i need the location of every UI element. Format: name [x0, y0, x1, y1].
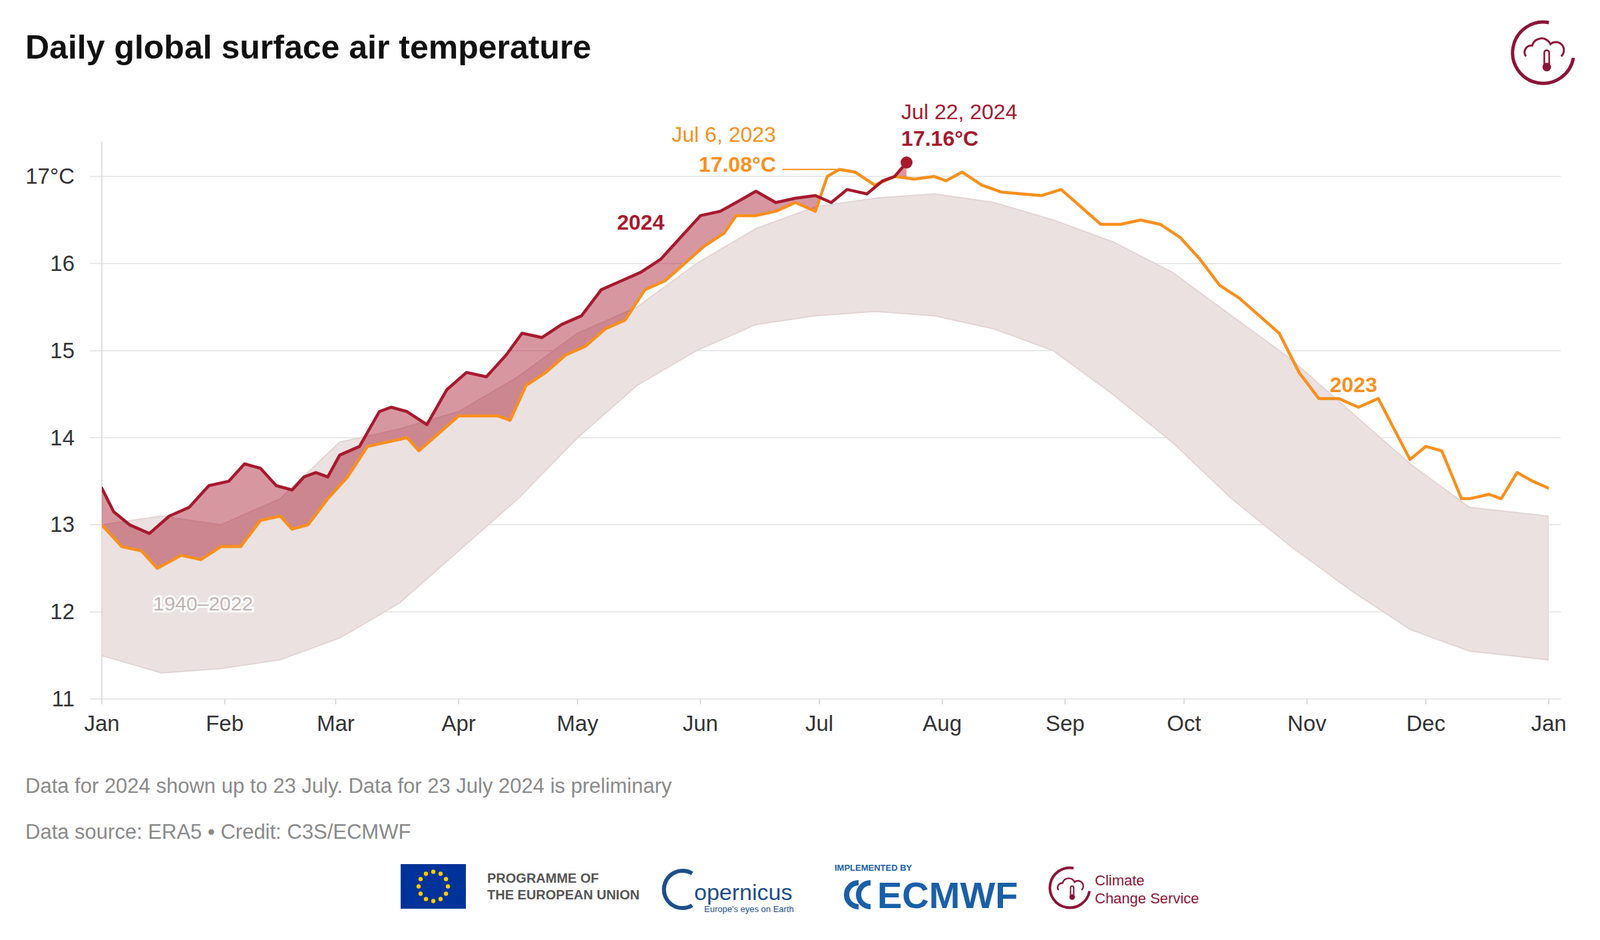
x-tick	[941, 698, 944, 705]
logo-text: Change Service	[1094, 889, 1200, 907]
x-tick-label: Jan	[1530, 710, 1567, 736]
copernicus-mark	[664, 870, 693, 908]
annotation-dot	[900, 156, 913, 169]
logo-text: IMPLEMENTED BY	[834, 862, 913, 873]
annotation-leader	[782, 169, 837, 171]
x-tick-label: Oct	[1166, 710, 1201, 736]
icon-bulb	[1542, 62, 1552, 72]
y-tick-label: 11	[51, 686, 75, 711]
x-tick-label: Dec	[1406, 710, 1446, 736]
series-label: 2023	[1329, 372, 1378, 397]
icon-arc	[1512, 21, 1574, 84]
grid-line	[89, 175, 1561, 178]
y-tick-label: 13	[49, 511, 75, 537]
grid-line	[89, 350, 1561, 352]
logo-text: PROGRAMME OF	[487, 870, 600, 886]
x-tick	[700, 698, 702, 705]
footnote: Data source: ERA5 • Credit: C3S/ECMWF	[25, 819, 411, 844]
y-tick-label: 14	[49, 425, 75, 450]
series-label: 1940–2022	[153, 592, 253, 615]
eu-star	[431, 869, 436, 874]
x-tick-label: Nov	[1287, 710, 1327, 736]
chart: Daily global surface air temperature 11 12…	[0, 0, 1600, 940]
c3s-icon	[1512, 21, 1574, 84]
c3s-icon	[1049, 867, 1090, 908]
y-tick-label: 12	[49, 599, 75, 624]
eu-star	[423, 896, 428, 901]
title: Daily global surface air temperature	[25, 28, 592, 66]
x-tick-label: Jul	[805, 710, 834, 736]
ecmwf-mark	[858, 882, 871, 907]
x-tick	[224, 698, 226, 705]
x-tick	[577, 698, 579, 705]
x-tick-label: Jun	[682, 710, 719, 736]
logo-text: Climate	[1094, 871, 1145, 889]
eu-star	[423, 871, 428, 876]
page: {"chart_data": { "type": "line", "title"…	[0, 0, 1600, 940]
x-tick	[1306, 698, 1308, 705]
x-tick	[335, 698, 337, 705]
x-tick-label: Mar	[316, 710, 355, 736]
series-line	[101, 162, 907, 534]
x-tick	[457, 698, 460, 705]
eu-star	[443, 876, 448, 881]
x-tick	[1183, 698, 1185, 705]
eu-star	[445, 883, 450, 888]
y-tick-label: 15	[49, 338, 75, 363]
x-tick	[1425, 698, 1427, 705]
x-tick-label: Jan	[83, 710, 120, 736]
x-tick	[101, 698, 103, 705]
x-tick-label: Apr	[441, 710, 476, 736]
x-tick-label: May	[557, 710, 600, 736]
x-tick	[818, 698, 820, 705]
eu-star	[418, 891, 423, 896]
x-tick-label: Feb	[205, 710, 244, 736]
y-tick-label: 17°C	[25, 163, 75, 189]
x-tick	[1064, 698, 1067, 705]
annotation-value: 17.16°C	[901, 126, 979, 151]
logo-text: ECMWF	[877, 873, 1019, 916]
icon-bulb	[1069, 893, 1075, 900]
grid-line	[89, 698, 1561, 700]
annotation-date: Jul 6, 2023	[671, 122, 777, 147]
eu-star	[438, 896, 443, 901]
eu-star	[431, 898, 436, 903]
eu-star	[443, 891, 448, 896]
annotation-date: Jul 22, 2024	[901, 99, 1017, 124]
footnote: Data for 2024 shown up to 23 July. Data …	[25, 774, 673, 798]
range-band	[101, 193, 1549, 673]
logo-text: Europe's eyes on Earth	[704, 903, 795, 914]
logo-text: THE EUROPEAN UNION	[487, 887, 640, 902]
y-tick-label: 16	[49, 250, 75, 276]
plot-area	[101, 162, 1549, 673]
eu-star	[438, 871, 443, 876]
series-label: 2024	[616, 210, 665, 235]
x-tick-label: Sep	[1045, 710, 1085, 736]
x-tick	[1548, 698, 1550, 705]
eu-flag	[400, 863, 466, 909]
eu-star	[418, 876, 423, 881]
x-tick-label: Aug	[922, 710, 962, 736]
excess-area	[101, 162, 907, 569]
series-line	[101, 169, 1549, 569]
icon-arc	[1049, 867, 1090, 908]
logo-text: opernicus	[694, 879, 793, 905]
eu-star	[416, 883, 421, 888]
annotation-value: 17.08°C	[698, 152, 777, 177]
